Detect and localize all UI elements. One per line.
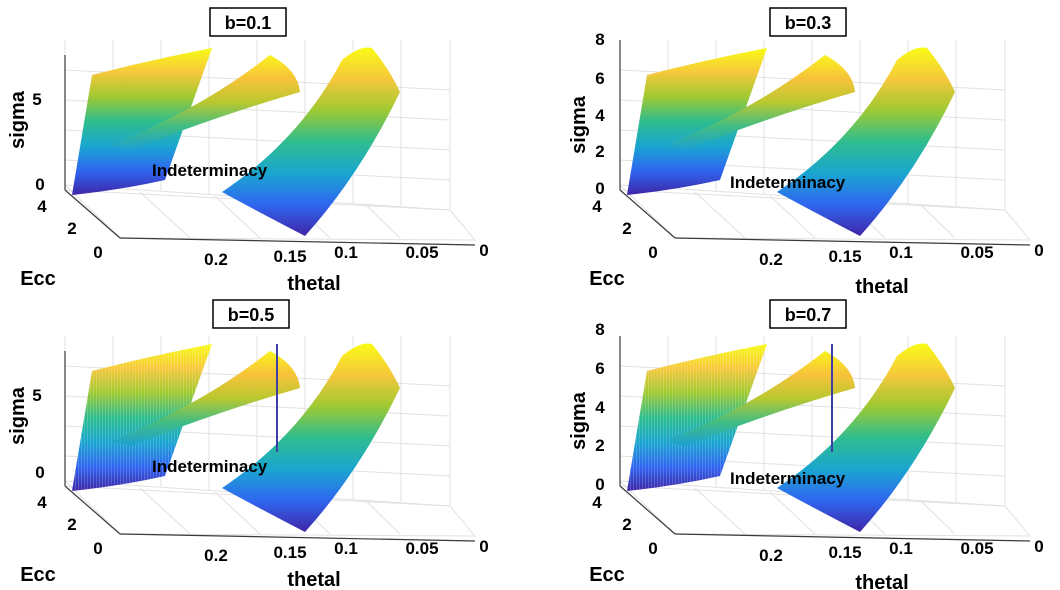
z-tick-label: 0 (595, 475, 604, 494)
x-tick-label: 0.05 (960, 243, 993, 262)
z-tick-label: 8 (595, 320, 604, 339)
z-axis-title: sigma (568, 95, 590, 154)
x-tick-label: 0.1 (334, 243, 358, 262)
panel-title-box: b=0.3 (769, 7, 847, 37)
y-tick-label: 4 (592, 197, 602, 216)
x-axis-title: thetal (287, 273, 340, 295)
y-axis-title: Ecc (20, 564, 56, 586)
z-tick-label: 6 (595, 359, 604, 378)
surface-ribbon (110, 351, 300, 446)
surface-texture (72, 344, 212, 491)
x-tick-label: 0 (1034, 241, 1043, 260)
panel-title: b=0.7 (785, 305, 832, 325)
y-tick-label: 2 (67, 515, 76, 534)
y-tick-label: 2 (622, 515, 631, 534)
x-tick-label: 0.15 (273, 247, 306, 266)
x-tick-label: 0 (479, 241, 488, 260)
y-axis-title: Ecc (589, 564, 625, 586)
y-tick-label: 2 (622, 219, 631, 238)
z-tick-label: 0 (35, 175, 44, 194)
y-tick-label: 2 (67, 219, 76, 238)
z-tick-label: 2 (595, 436, 604, 455)
surface-ribbon (110, 55, 300, 150)
x-tick-label: 0.15 (828, 543, 861, 562)
surface-ribbon (665, 351, 855, 446)
indeterminacy-label: Indeterminacy (152, 457, 268, 476)
panel-title: b=0.1 (225, 13, 272, 33)
x-tick-label: 0.1 (889, 243, 913, 262)
z-tick-label: 5 (32, 386, 41, 405)
y-tick-label: 4 (37, 493, 47, 512)
y-tick-label: 4 (592, 493, 602, 512)
x-tick-label: 0.2 (759, 250, 783, 269)
z-tick-label: 2 (595, 142, 604, 161)
z-axis-title: sigma (568, 391, 590, 450)
panel-title-box: b=0.1 (209, 7, 287, 37)
panel-title-box: b=0.7 (769, 299, 847, 329)
panel-title-box: b=0.5 (212, 299, 290, 329)
surface-ribbon (665, 55, 855, 150)
z-tick-label: 4 (595, 106, 605, 125)
x-tick-label: 0.05 (960, 539, 993, 558)
indeterminacy-label: Indeterminacy (152, 161, 268, 180)
x-tick-label: 0.1 (889, 539, 913, 558)
z-tick-label: 0 (595, 179, 604, 198)
surface-sheet-right (777, 343, 955, 532)
x-axis-title: thetal (287, 569, 340, 590)
y-axis-title: Ecc (20, 268, 56, 290)
y-axis-title: Ecc (589, 268, 625, 290)
y-tick-label: 0 (93, 243, 102, 262)
y-tick-label: 0 (648, 243, 657, 262)
indeterminacy-label: Indeterminacy (730, 173, 846, 192)
surface-sheet-left (72, 48, 212, 195)
x-tick-label: 0.1 (334, 539, 358, 558)
indeterminacy-label: Indeterminacy (730, 469, 846, 488)
z-axis-title: sigma (7, 90, 29, 149)
surface-sheet-right (222, 343, 400, 532)
x-tick-label: 0 (1034, 537, 1043, 556)
panel-title: b=0.5 (228, 305, 275, 325)
x-axis-title: thetal (855, 572, 908, 590)
x-tick-label: 0.2 (759, 546, 783, 565)
x-tick-label: 0.15 (828, 247, 861, 266)
x-axis-title: thetal (855, 276, 908, 298)
x-tick-label: 0.05 (405, 539, 438, 558)
surface-sheet-left (627, 48, 767, 195)
y-tick-label: 0 (93, 539, 102, 558)
z-axis-title: sigma (7, 386, 29, 445)
y-tick-label: 4 (37, 197, 47, 216)
z-tick-label: 8 (595, 30, 604, 49)
y-tick-label: 0 (648, 539, 657, 558)
z-tick-label: 6 (595, 69, 604, 88)
panel-title: b=0.3 (785, 13, 832, 33)
surface-sheet-right (222, 47, 400, 236)
x-tick-label: 0 (479, 537, 488, 556)
z-tick-label: 5 (32, 90, 41, 109)
x-tick-label: 0.2 (204, 546, 228, 565)
z-tick-label: 0 (35, 463, 44, 482)
x-tick-label: 0.2 (204, 250, 228, 269)
surface-sheet-right (777, 47, 955, 236)
x-tick-label: 0.05 (405, 243, 438, 262)
x-tick-label: 0.15 (273, 543, 306, 562)
surface-texture (627, 344, 767, 491)
z-tick-label: 4 (595, 398, 605, 417)
